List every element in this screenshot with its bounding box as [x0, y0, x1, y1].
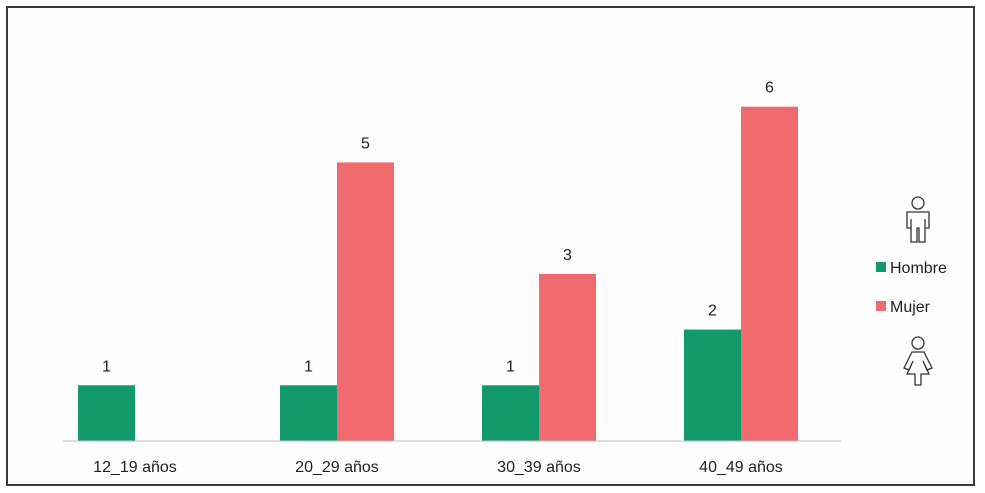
bar-hombre-4	[684, 329, 741, 441]
data-label-hombre-4: 2	[708, 303, 717, 320]
x-tick-label-3: 30_39 años	[497, 459, 581, 476]
x-tick-label-2: 20_29 años	[295, 459, 379, 476]
x-tick-label-1: 12_19 años	[93, 459, 177, 476]
legend-label-mujer: Mujer	[890, 299, 931, 316]
bar-mujer-2	[337, 162, 394, 441]
x-tick-label-4: 40_49 años	[699, 459, 783, 476]
bar-hombre-3	[482, 385, 539, 441]
bar-chart: 1 1 5 1 3 2 6 12_19 años 20_29 años 30_39 años 40…	[63, 80, 947, 476]
legend-swatch-hombre	[876, 262, 886, 272]
data-label-mujer-2: 5	[361, 135, 370, 152]
female-figure-icon	[903, 336, 933, 386]
data-label-mujer-4: 6	[765, 80, 774, 97]
legend-label-hombre: Hombre	[890, 260, 947, 277]
chart-frame: 1 1 5 1 3 2 6 12_19 años 20_29 años 30_39 años 40…	[6, 6, 975, 486]
data-labels-layer: 1 1 5 1 3 2 6	[102, 80, 774, 376]
data-label-hombre-3: 1	[506, 358, 515, 375]
bar-hombre-2	[280, 385, 337, 441]
male-figure-icon	[906, 196, 930, 243]
bar-mujer-3	[539, 273, 596, 441]
legend: Hombre Mujer	[876, 196, 947, 386]
legend-swatch-mujer	[876, 301, 886, 311]
bar-hombre-1	[78, 385, 135, 441]
x-tick-labels: 12_19 años 20_29 años 30_39 años 40_49 años	[93, 459, 783, 476]
data-label-hombre-2: 1	[304, 358, 313, 375]
data-label-hombre-1: 1	[102, 358, 111, 375]
data-label-mujer-3: 3	[563, 247, 572, 264]
bars-layer	[78, 106, 798, 441]
bar-mujer-4	[741, 106, 798, 441]
